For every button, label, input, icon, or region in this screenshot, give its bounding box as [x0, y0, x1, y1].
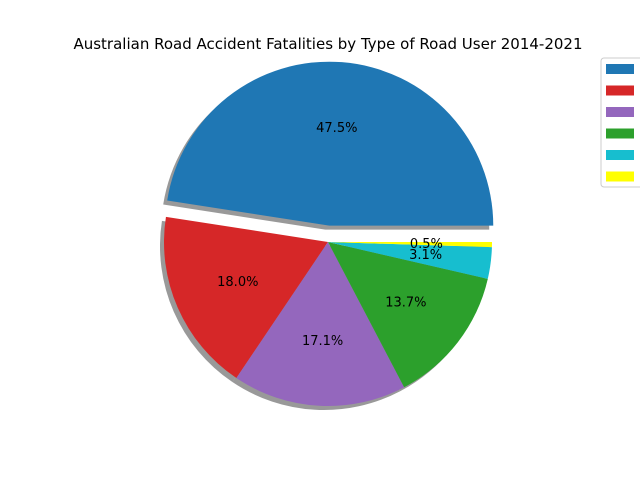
legend-swatch-6	[606, 171, 634, 182]
pie-slice-1	[167, 61, 494, 226]
legend-frame	[600, 57, 640, 188]
chart-title: Australian Road Accident Fatalities by T…	[73, 35, 582, 53]
pie-slice-3	[236, 242, 405, 406]
slice-label-6: 0.5%	[410, 237, 443, 252]
legend-swatch-4	[606, 128, 634, 139]
legend	[600, 57, 640, 188]
slice-label-2: 18.0%	[217, 275, 258, 290]
slice-label-3: 17.1%	[302, 334, 343, 349]
legend-swatch-1	[606, 64, 634, 74]
slice-labels: 47.5% 18.0% 17.1% 13.7% 3.1%0.5%	[217, 121, 443, 349]
legend-swatch-3	[606, 107, 634, 117]
legend-swatch-5	[606, 150, 634, 160]
pie-slice-6	[328, 242, 492, 248]
pie-slice-4	[328, 242, 488, 388]
pie-slice-5	[328, 242, 492, 279]
slice-label-1: 47.5%	[316, 121, 357, 136]
pie-slices	[163, 61, 494, 406]
pie-slice-2	[163, 216, 328, 379]
legend-swatch-2	[606, 85, 634, 96]
legend-swatches	[606, 64, 634, 182]
slice-label-5: 3.1%	[409, 248, 442, 263]
slice-label-4: 13.7%	[385, 296, 426, 311]
